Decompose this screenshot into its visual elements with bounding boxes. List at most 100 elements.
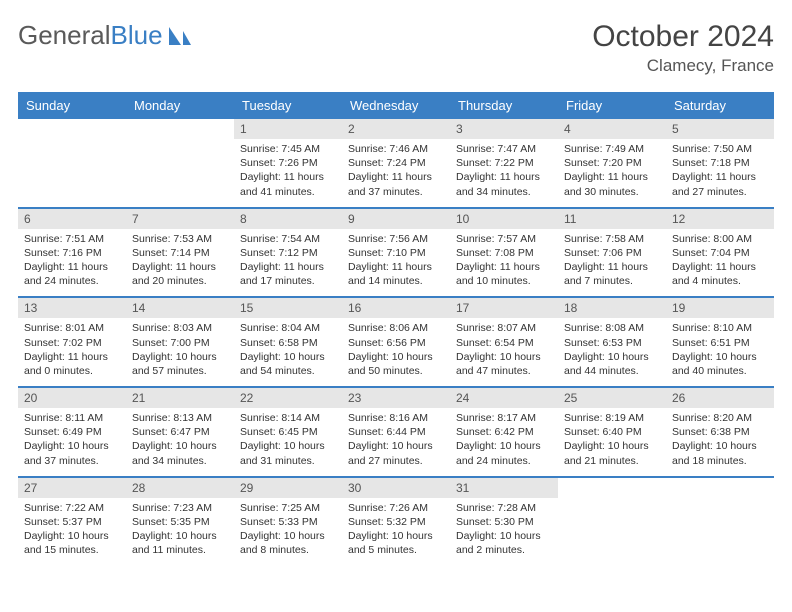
day-content: Sunrise: 7:49 AMSunset: 7:20 PMDaylight:… <box>558 139 666 207</box>
daylight-text: Daylight: 10 hours and 8 minutes. <box>240 529 336 557</box>
calendar-day-cell: 16Sunrise: 8:06 AMSunset: 6:56 PMDayligh… <box>342 297 450 387</box>
sunrise-text: Sunrise: 8:07 AM <box>456 321 552 335</box>
title-block: October 2024 Clamecy, France <box>592 20 774 76</box>
sunrise-text: Sunrise: 7:49 AM <box>564 142 660 156</box>
day-content: Sunrise: 8:16 AMSunset: 6:44 PMDaylight:… <box>342 408 450 476</box>
day-content: Sunrise: 7:51 AMSunset: 7:16 PMDaylight:… <box>18 229 126 297</box>
calendar-day-cell: 18Sunrise: 8:08 AMSunset: 6:53 PMDayligh… <box>558 297 666 387</box>
calendar-day-cell: 7Sunrise: 7:53 AMSunset: 7:14 PMDaylight… <box>126 208 234 298</box>
calendar-day-cell: 23Sunrise: 8:16 AMSunset: 6:44 PMDayligh… <box>342 387 450 477</box>
calendar-day-cell: 10Sunrise: 7:57 AMSunset: 7:08 PMDayligh… <box>450 208 558 298</box>
day-header: Sunday <box>18 92 126 119</box>
daylight-text: Daylight: 10 hours and 37 minutes. <box>24 439 120 467</box>
sunrise-text: Sunrise: 7:28 AM <box>456 501 552 515</box>
daylight-text: Daylight: 11 hours and 0 minutes. <box>24 350 120 378</box>
day-content: Sunrise: 8:10 AMSunset: 6:51 PMDaylight:… <box>666 318 774 386</box>
logo-text-blue: Blue <box>111 20 163 51</box>
calendar-day-cell: 24Sunrise: 8:17 AMSunset: 6:42 PMDayligh… <box>450 387 558 477</box>
sunset-text: Sunset: 6:56 PM <box>348 336 444 350</box>
day-number: 31 <box>450 478 558 498</box>
sunrise-text: Sunrise: 8:19 AM <box>564 411 660 425</box>
calendar-day-cell: 28Sunrise: 7:23 AMSunset: 5:35 PMDayligh… <box>126 477 234 566</box>
day-number: 29 <box>234 478 342 498</box>
sunset-text: Sunset: 7:14 PM <box>132 246 228 260</box>
sunrise-text: Sunrise: 7:47 AM <box>456 142 552 156</box>
calendar-day-cell: 13 Sunrise: 8:01 AMSunset: 7:02 PMDayligh… <box>18 297 126 387</box>
daylight-text: Daylight: 11 hours and 20 minutes. <box>132 260 228 288</box>
daylight-text: Daylight: 10 hours and 34 minutes. <box>132 439 228 467</box>
sunset-text: Sunset: 7:18 PM <box>672 156 768 170</box>
day-content: Sunrise: 7:50 AMSunset: 7:18 PMDaylight:… <box>666 139 774 207</box>
sunrise-text: Sunrise: 7:58 AM <box>564 232 660 246</box>
calendar-day-cell: 19Sunrise: 8:10 AMSunset: 6:51 PMDayligh… <box>666 297 774 387</box>
day-content: Sunrise: 8:11 AMSunset: 6:49 PMDaylight:… <box>18 408 126 476</box>
sunrise-text: Sunrise: 8:13 AM <box>132 411 228 425</box>
day-number: 18 <box>558 298 666 318</box>
sunset-text: Sunset: 7:12 PM <box>240 246 336 260</box>
sunset-text: Sunset: 7:22 PM <box>456 156 552 170</box>
day-content: Sunrise: 8:13 AMSunset: 6:47 PMDaylight:… <box>126 408 234 476</box>
sunrise-text: Sunrise: 7:46 AM <box>348 142 444 156</box>
day-content: Sunrise: 8:03 AMSunset: 7:00 PMDaylight:… <box>126 318 234 386</box>
day-number: 2 <box>342 119 450 139</box>
header: GeneralBlue October 2024 Clamecy, France <box>18 20 774 76</box>
calendar-day-cell: 4Sunrise: 7:49 AMSunset: 7:20 PMDaylight… <box>558 119 666 208</box>
daylight-text: Daylight: 11 hours and 37 minutes. <box>348 170 444 198</box>
day-number: 30 <box>342 478 450 498</box>
day-content: Sunrise: 7:46 AMSunset: 7:24 PMDaylight:… <box>342 139 450 207</box>
calendar-day-cell: 31Sunrise: 7:28 AMSunset: 5:30 PMDayligh… <box>450 477 558 566</box>
daylight-text: Daylight: 11 hours and 7 minutes. <box>564 260 660 288</box>
calendar-week-row: 27Sunrise: 7:22 AMSunset: 5:37 PMDayligh… <box>18 477 774 566</box>
daylight-text: Daylight: 10 hours and 15 minutes. <box>24 529 120 557</box>
calendar-day-cell: 3Sunrise: 7:47 AMSunset: 7:22 PMDaylight… <box>450 119 558 208</box>
calendar-day-cell: 9Sunrise: 7:56 AMSunset: 7:10 PMDaylight… <box>342 208 450 298</box>
sunrise-text: Sunrise: 7:50 AM <box>672 142 768 156</box>
calendar-day-cell: 11Sunrise: 7:58 AMSunset: 7:06 PMDayligh… <box>558 208 666 298</box>
day-number: 4 <box>558 119 666 139</box>
sunrise-text: Sunrise: 8:01 AM <box>24 321 120 335</box>
daylight-text: Daylight: 11 hours and 4 minutes. <box>672 260 768 288</box>
day-number: 10 <box>450 209 558 229</box>
day-number: 21 <box>126 388 234 408</box>
day-content: Sunrise: 7:47 AMSunset: 7:22 PMDaylight:… <box>450 139 558 207</box>
calendar-day-cell: 21Sunrise: 8:13 AMSunset: 6:47 PMDayligh… <box>126 387 234 477</box>
day-content: Sunrise: 7:26 AMSunset: 5:32 PMDaylight:… <box>342 498 450 566</box>
calendar-day-cell: 17Sunrise: 8:07 AMSunset: 6:54 PMDayligh… <box>450 297 558 387</box>
sunrise-text: Sunrise: 7:25 AM <box>240 501 336 515</box>
day-content: Sunrise: 7:53 AMSunset: 7:14 PMDaylight:… <box>126 229 234 297</box>
sunrise-text: Sunrise: 7:22 AM <box>24 501 120 515</box>
day-number: 8 <box>234 209 342 229</box>
sunrise-text: Sunrise: 8:03 AM <box>132 321 228 335</box>
day-content: Sunrise: 8:08 AMSunset: 6:53 PMDaylight:… <box>558 318 666 386</box>
daylight-text: Daylight: 10 hours and 11 minutes. <box>132 529 228 557</box>
calendar-day-cell <box>18 119 126 208</box>
daylight-text: Daylight: 11 hours and 27 minutes. <box>672 170 768 198</box>
day-header: Friday <box>558 92 666 119</box>
calendar-day-cell: 27Sunrise: 7:22 AMSunset: 5:37 PMDayligh… <box>18 477 126 566</box>
day-number: 24 <box>450 388 558 408</box>
day-content: Sunrise: 8:19 AMSunset: 6:40 PMDaylight:… <box>558 408 666 476</box>
day-number: 9 <box>342 209 450 229</box>
sunrise-text: Sunrise: 7:51 AM <box>24 232 120 246</box>
sunset-text: Sunset: 7:20 PM <box>564 156 660 170</box>
day-number: 23 <box>342 388 450 408</box>
day-content: Sunrise: 8:06 AMSunset: 6:56 PMDaylight:… <box>342 318 450 386</box>
day-content: Sunrise: 7:45 AMSunset: 7:26 PMDaylight:… <box>234 139 342 207</box>
logo: GeneralBlue <box>18 20 193 51</box>
sunset-text: Sunset: 5:35 PM <box>132 515 228 529</box>
sunset-text: Sunset: 5:30 PM <box>456 515 552 529</box>
day-number: 28 <box>126 478 234 498</box>
day-header: Wednesday <box>342 92 450 119</box>
daylight-text: Daylight: 10 hours and 2 minutes. <box>456 529 552 557</box>
day-number: 14 <box>126 298 234 318</box>
day-content: Sunrise: 7:28 AMSunset: 5:30 PMDaylight:… <box>450 498 558 566</box>
day-number: 20 <box>18 388 126 408</box>
daylight-text: Daylight: 10 hours and 44 minutes. <box>564 350 660 378</box>
day-number: 13 <box>18 298 126 318</box>
daylight-text: Daylight: 10 hours and 5 minutes. <box>348 529 444 557</box>
sunset-text: Sunset: 7:02 PM <box>24 336 120 350</box>
sunrise-text: Sunrise: 8:06 AM <box>348 321 444 335</box>
day-number: 3 <box>450 119 558 139</box>
sunset-text: Sunset: 7:26 PM <box>240 156 336 170</box>
sunrise-text: Sunrise: 7:26 AM <box>348 501 444 515</box>
